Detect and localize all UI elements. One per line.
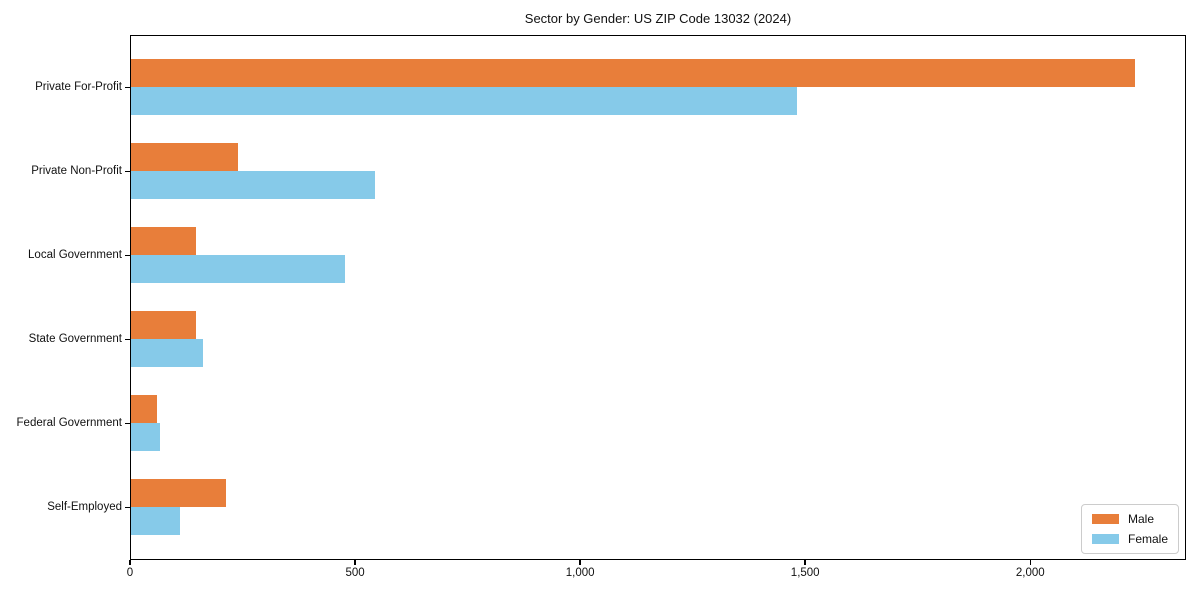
legend-label: Male: [1127, 512, 1154, 526]
bar-female-0: [131, 87, 797, 115]
y-axis-tick-mark: [125, 86, 130, 89]
y-axis-category-label: Local Government: [28, 248, 122, 261]
y-axis-category-label: Private Non-Profit: [31, 164, 122, 177]
x-axis-tick-label: 2,000: [1015, 567, 1045, 579]
x-axis-tick-label: 0: [126, 567, 134, 579]
y-axis-tick-mark: [125, 506, 130, 509]
bar-male-2: [131, 227, 197, 255]
bar-female-4: [131, 423, 160, 451]
legend: Male Female: [1080, 504, 1179, 554]
x-axis-tick-mark: [804, 560, 806, 565]
x-axis-tick-mark: [354, 560, 356, 565]
chart-title: Sector by Gender: US ZIP Code 13032 (202…: [524, 11, 792, 26]
x-axis-tick-label: 500: [345, 567, 365, 579]
x-axis-tick-label: 1,500: [790, 567, 820, 579]
x-axis-tick-label: 1,000: [565, 567, 595, 579]
legend-label: Female: [1127, 532, 1168, 546]
bar-female-2: [131, 255, 345, 283]
y-axis-tick-mark: [125, 170, 130, 173]
legend-swatch-male: [1091, 514, 1119, 524]
y-axis-tick-mark: [125, 254, 130, 257]
bar-male-4: [131, 395, 158, 423]
bar-male-5: [131, 479, 226, 507]
bar-female-1: [131, 171, 376, 199]
bar-female-5: [131, 507, 180, 535]
y-axis-tick-mark: [125, 338, 130, 341]
y-axis-tick-mark: [125, 422, 130, 425]
legend-entry-female: Female: [1091, 532, 1168, 546]
bar-male-1: [131, 143, 239, 171]
plot-area: Male Female: [130, 35, 1186, 560]
legend-swatch-female: [1091, 534, 1119, 544]
x-axis-tick-mark: [1029, 560, 1031, 565]
legend-entry-male: Male: [1091, 512, 1168, 526]
x-axis-tick-mark: [579, 560, 581, 565]
y-axis-category-label: State Government: [28, 332, 122, 345]
y-axis-category-label: Private For-Profit: [35, 80, 122, 93]
bar-male-0: [131, 59, 1135, 87]
x-axis-tick-mark: [129, 560, 131, 565]
bar-male-3: [131, 311, 197, 339]
bar-female-3: [131, 339, 203, 367]
y-axis-category-label: Federal Government: [16, 416, 122, 429]
y-axis-category-label: Self-Employed: [47, 500, 122, 513]
